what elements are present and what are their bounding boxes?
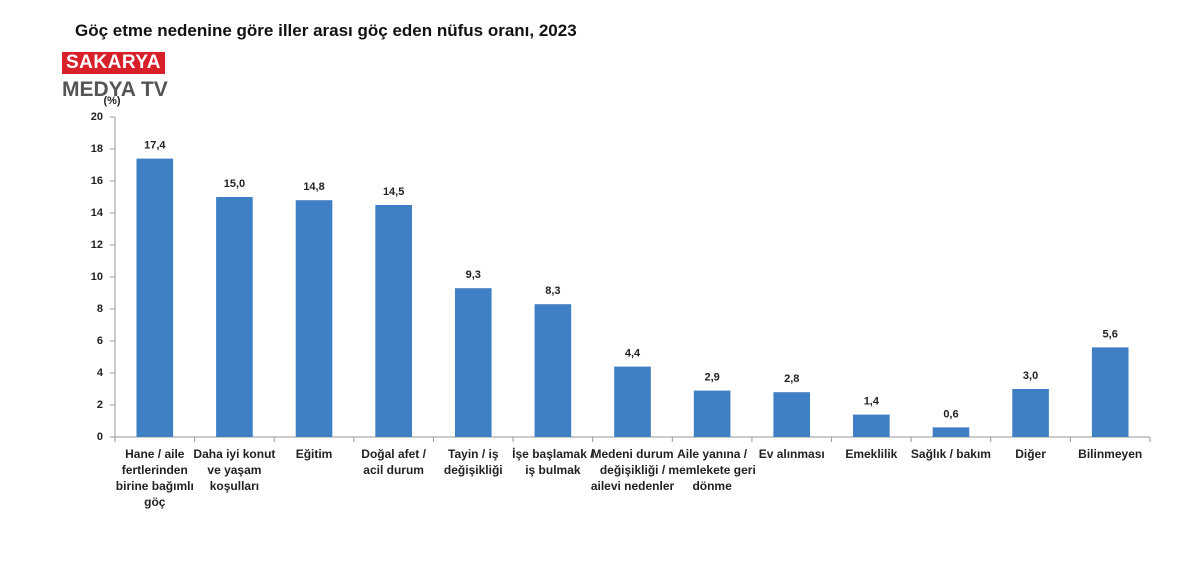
bar [1012, 389, 1049, 437]
y-tick-label: 16 [91, 175, 103, 187]
value-label: 14,8 [303, 181, 324, 193]
y-tick-label: 6 [97, 335, 103, 347]
x-tick-label: Emeklilik [845, 447, 898, 461]
bar [216, 197, 253, 437]
bar [693, 390, 731, 437]
bar [136, 158, 174, 437]
value-label: 9,3 [466, 269, 481, 281]
x-tick-label: Hane / aile fertlerinden birine bağımlı … [115, 447, 194, 509]
bar [454, 288, 492, 437]
bar [932, 427, 970, 437]
bar [773, 392, 811, 437]
x-tick-label: Eğitim [295, 447, 333, 461]
y-tick-label: 14 [91, 207, 104, 219]
logo-subtitle: MEDYA TV [62, 78, 168, 101]
y-axis-label: (%) [103, 95, 120, 107]
value-label: 4,4 [625, 348, 641, 360]
bar [375, 205, 412, 437]
x-tick-label: İşe başlamak / iş bulmak [512, 447, 594, 477]
x-tick-label: Daha iyi konut ve yaşam koşulları [193, 447, 276, 493]
y-tick-label: 8 [97, 303, 103, 315]
x-tick-label: Sağlık / bakım [910, 447, 991, 461]
value-label: 5,6 [1103, 328, 1118, 340]
value-label: 17,4 [144, 140, 166, 152]
value-label: 15,0 [224, 178, 245, 190]
value-label: 3,0 [1023, 370, 1038, 382]
logo-name: SAKARYA [62, 52, 166, 74]
x-tick-label: Doğal afet / acil durum [361, 447, 426, 477]
bar [534, 304, 572, 437]
y-tick-label: 12 [91, 239, 103, 251]
x-tick-label: Ev alınması [758, 447, 825, 461]
value-label: 8,3 [545, 285, 560, 297]
value-label: 2,9 [704, 372, 719, 384]
x-tick-label: Bilinmeyen [1078, 447, 1143, 461]
x-tick-label: Diğer [1015, 447, 1046, 461]
value-label: 14,5 [383, 186, 404, 198]
value-label: 2,8 [784, 373, 799, 385]
y-tick-label: 18 [91, 143, 103, 155]
y-tick-label: 20 [91, 111, 103, 123]
y-tick-label: 0 [97, 431, 103, 443]
x-tick-label: Tayin / iş değişikliği [443, 447, 503, 477]
x-tick-label: Aile yanına / memlekete geri dönme [668, 447, 756, 493]
bar [614, 366, 651, 437]
chart-title: Göç etme nedenine göre iller arası göç e… [75, 21, 577, 40]
bar [295, 200, 333, 437]
bar [1091, 347, 1129, 437]
y-tick-label: 4 [97, 367, 104, 379]
value-label: 0,6 [943, 408, 958, 420]
x-tick-label: Medeni durum değişikliği / ailevi nedenl… [590, 447, 675, 493]
bar [853, 414, 890, 437]
y-tick-label: 2 [97, 399, 103, 411]
y-tick-label: 10 [91, 271, 103, 283]
value-label: 1,4 [864, 396, 880, 408]
